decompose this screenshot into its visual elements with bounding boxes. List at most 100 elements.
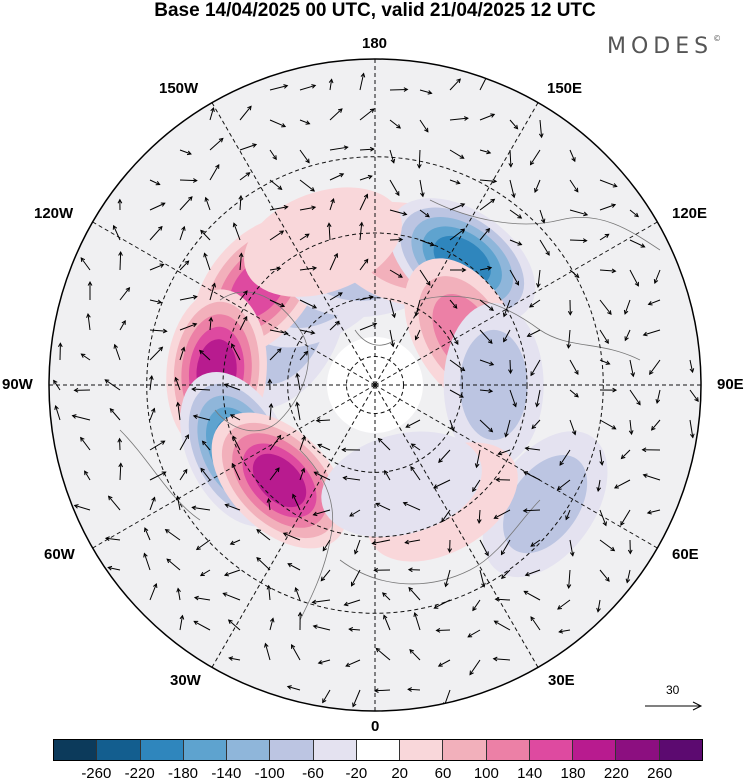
wind-arrow-head	[523, 471, 529, 476]
wind-arrow-head	[530, 616, 535, 622]
lon-label-150e: 150E	[547, 80, 583, 97]
wind-arrow	[498, 449, 511, 455]
wind-arrow	[299, 233, 310, 241]
wind-arrow	[299, 119, 310, 125]
wind-arrow-head	[315, 418, 321, 423]
meridian-line	[211, 102, 376, 386]
wind-arrow-head	[231, 462, 236, 468]
wind-arrow	[224, 383, 241, 391]
wind-arrow-head	[413, 611, 418, 617]
wind-arrow	[689, 389, 699, 402]
wind-arrow-head	[175, 495, 181, 501]
wind-arrow	[479, 113, 495, 121]
wind-arrow-head	[229, 540, 235, 545]
wind-arrow	[643, 474, 661, 481]
wind-arrow-head	[368, 295, 374, 300]
wind-arrow-head	[531, 424, 537, 430]
wind-arrow	[599, 569, 610, 582]
wind-arrow-head	[53, 379, 58, 385]
wind-arrow	[296, 402, 301, 421]
wind-arrow	[179, 434, 189, 451]
wind-arrow	[209, 107, 214, 121]
wind-arrow	[225, 504, 241, 511]
wind-arrow-head	[444, 582, 449, 588]
wind-arrow	[209, 283, 216, 301]
wind-arrow-head	[311, 205, 317, 211]
wind-arrow	[230, 414, 241, 421]
wind-arrow-head	[232, 222, 238, 228]
wind-arrow	[479, 267, 492, 271]
wind-arrow-head	[312, 304, 318, 309]
wind-arrow-head	[398, 237, 404, 242]
wind-arrow	[629, 239, 645, 248]
wind-arrow-head	[343, 601, 349, 607]
anomaly-contour	[503, 455, 588, 554]
wind-arrow-head	[689, 368, 695, 374]
wind-arrow-head	[460, 203, 466, 208]
wind-arrow	[408, 587, 421, 601]
wind-arrow	[119, 320, 126, 331]
wind-arrow-head	[317, 443, 323, 449]
wind-arrow-head	[650, 425, 656, 431]
wind-arrow-head	[530, 542, 536, 547]
wind-arrow	[345, 659, 361, 667]
wind-arrow-head	[513, 124, 519, 130]
wind-arrow	[299, 299, 317, 309]
wind-arrow-head	[166, 558, 172, 564]
wind-arrow	[656, 389, 661, 404]
wind-arrow-head	[420, 192, 425, 198]
wind-arrow	[449, 149, 464, 159]
wind-arrow-head	[414, 335, 420, 341]
wind-arrow-head	[186, 150, 192, 156]
wind-arrow-head	[571, 430, 577, 436]
wind-arrow	[624, 329, 631, 341]
wind-arrow-head	[596, 607, 601, 613]
wind-arrow	[239, 253, 242, 271]
lon-label-60w: 60W	[44, 546, 75, 563]
wind-arrow	[349, 509, 361, 517]
wind-arrow	[329, 146, 348, 151]
wind-arrow	[599, 299, 612, 315]
wind-arrow	[320, 569, 331, 581]
wind-arrow	[372, 539, 391, 545]
colorbar-segment	[486, 740, 530, 760]
wind-arrow-head	[279, 230, 285, 235]
wind-arrow	[119, 251, 122, 271]
colorbar-tick-label: -220	[124, 765, 155, 782]
colorbar-tick-label: 140	[517, 765, 543, 782]
wind-arrow-head	[461, 267, 467, 273]
wind-arrow	[144, 527, 151, 541]
wind-arrow	[166, 558, 181, 571]
wind-arrow	[620, 509, 631, 526]
wind-arrow	[209, 164, 220, 181]
wind-arrow-head	[367, 174, 373, 180]
wind-arrow	[269, 206, 288, 211]
wind-arrow-head	[256, 529, 262, 534]
wind-arrow-head	[391, 313, 397, 319]
wind-arrow	[479, 419, 493, 433]
wind-arrow-head	[291, 643, 296, 649]
wind-arrow	[475, 449, 481, 468]
wind-arrow-head	[574, 187, 579, 193]
wind-arrow-head	[583, 211, 589, 217]
wind-arrow-head	[210, 106, 215, 112]
wind-arrow	[268, 498, 271, 511]
wind-arrow	[149, 583, 157, 601]
anomaly-contour	[252, 453, 307, 508]
wind-arrow-head	[312, 624, 318, 630]
wind-arrow-head	[474, 463, 480, 469]
wind-arrow-head	[653, 278, 659, 284]
wind-arrow	[329, 79, 333, 91]
colorbar-segment	[54, 740, 98, 760]
wind-arrow-head	[152, 582, 158, 588]
wind-arrow	[629, 389, 641, 405]
wind-arrow-head	[164, 529, 170, 534]
wind-arrow	[436, 629, 451, 632]
wind-arrow-head	[455, 180, 461, 185]
meridian-line	[92, 221, 376, 386]
wind-arrow-head	[369, 146, 375, 152]
wind-arrow-head	[337, 108, 343, 113]
wind-arrow-head	[529, 160, 535, 166]
wind-arrow-head	[243, 315, 248, 321]
wind-arrow	[383, 615, 391, 631]
